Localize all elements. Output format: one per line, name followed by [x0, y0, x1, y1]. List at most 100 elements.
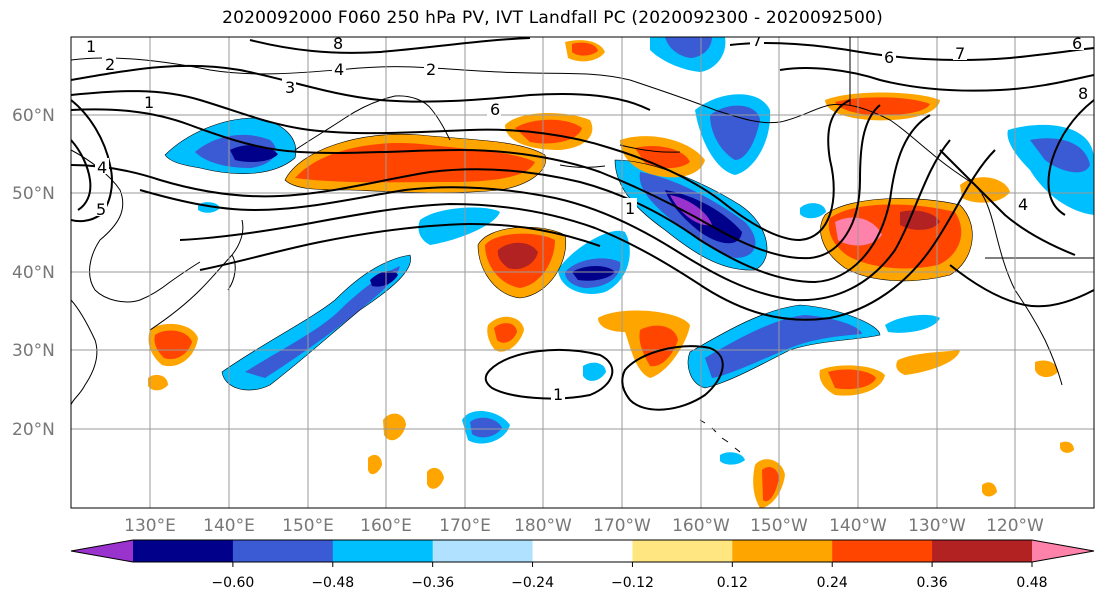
- contour-label: 3: [285, 78, 295, 97]
- positive-anomaly-region: [896, 350, 960, 375]
- negative-anomaly-region: [583, 362, 606, 381]
- colorbar-segment: [832, 540, 933, 562]
- lat-label: 50°N: [12, 184, 55, 204]
- contour-label: 8: [1078, 84, 1088, 103]
- map-frame: [70, 36, 1095, 509]
- contour-label: 7: [752, 31, 762, 50]
- colorbar-segment: [432, 540, 534, 562]
- colorbar-segment: [232, 540, 334, 562]
- negative-anomaly-region: [885, 314, 940, 333]
- colorbar-tick-label: −0.24: [511, 575, 554, 591]
- siberia-coastline: [71, 57, 631, 81]
- colorbar-tick-label: −0.12: [611, 575, 654, 591]
- colorbar-tick-label: 0.48: [1016, 575, 1047, 591]
- positive-anomaly-region: [635, 145, 690, 169]
- positive-anomaly-region: [1035, 360, 1058, 378]
- lon-label: 140°W: [829, 516, 887, 536]
- lon-label: 180°W: [514, 516, 572, 536]
- lon-label: 130°W: [908, 516, 966, 536]
- negative-anomaly-region: [470, 417, 502, 438]
- colorbar-tick-label: −0.48: [311, 575, 354, 591]
- colorbar-tick-label: 0.36: [917, 575, 948, 591]
- contour-label: 1: [86, 37, 96, 56]
- colorbar-segment: [332, 540, 434, 562]
- lat-label: 30°N: [12, 341, 55, 361]
- negative-anomaly-region: [705, 315, 862, 378]
- contour-labels: 1 2 3 4 5 6 7 8 1 2 4 6 1 1 7 6 8 4: [83, 31, 1090, 404]
- positive-anomaly-region: [835, 97, 930, 116]
- colorbar-segment: [932, 540, 1033, 562]
- pv-contours: [71, 37, 1094, 411]
- positive-anomaly-region: [982, 482, 997, 497]
- contour-label: 6: [490, 100, 500, 119]
- lon-label: 170°W: [593, 516, 651, 536]
- positive-anomaly-region: [383, 413, 406, 441]
- canada-border: [849, 37, 1094, 259]
- lon-label: 140°E: [203, 516, 255, 536]
- contour-label: 2: [105, 55, 115, 74]
- lat-label: 40°N: [12, 263, 55, 283]
- colorbar-extend-max: [1032, 540, 1094, 562]
- contour-label: 5: [96, 200, 106, 219]
- latitude-labels: 60°N 50°N 40°N 30°N 20°N: [12, 106, 55, 440]
- longitude-labels: 130°E 140°E 150°E 160°E 170°E 180°W 170°…: [124, 516, 1044, 536]
- lon-label: 150°E: [282, 516, 334, 536]
- negative-anomaly-region: [800, 203, 826, 219]
- contour-label: 4: [1018, 195, 1028, 214]
- colorbar-outline: [70, 539, 1095, 563]
- colorbar: −0.60 −0.48 −0.36 −0.24 −0.12 0.12 0.24 0.36 0.4…: [70, 539, 1095, 591]
- colorbar-extend-min: [71, 540, 133, 562]
- positive-anomaly-region: [497, 242, 538, 270]
- positive-anomaly-region: [368, 454, 382, 475]
- alaska-coastline: [629, 79, 996, 231]
- lon-label: 150°W: [750, 516, 808, 536]
- positive-anomaly-region: [572, 42, 598, 56]
- negative-anomaly-region: [720, 452, 745, 465]
- positive-anomaly-region: [639, 325, 678, 367]
- contour-label: 1: [144, 93, 154, 112]
- graticule: [71, 37, 1094, 508]
- colorbar-segment: [632, 540, 733, 562]
- lon-label: 160°E: [360, 516, 412, 536]
- negative-anomaly-region: [1030, 138, 1090, 173]
- lon-label: 160°W: [672, 516, 730, 536]
- colorbar-segment: [732, 540, 833, 562]
- contour-label: 2: [426, 60, 436, 79]
- negative-anomaly-region: [572, 266, 615, 281]
- lon-label: 120°W: [986, 516, 1044, 536]
- contour-label: 1: [553, 385, 563, 404]
- positive-anomaly-region: [148, 374, 168, 391]
- contour-label: 8: [333, 34, 343, 53]
- positive-anomaly-region: [828, 369, 876, 390]
- colorbar-tick-label: 0.12: [717, 575, 748, 591]
- hawaii-islands: [699, 419, 741, 453]
- colorbar-segment: [133, 540, 234, 562]
- positive-anomaly-region: [762, 466, 779, 502]
- contour-label: 1: [625, 199, 635, 218]
- negative-anomaly-region: [222, 255, 411, 391]
- contour-label: 6: [884, 48, 894, 67]
- negative-anomaly-region: [665, 37, 712, 58]
- lon-label: 170°E: [439, 516, 491, 536]
- negative-anomaly-region: [370, 270, 398, 287]
- colorbar-tick-label: −0.60: [211, 575, 254, 591]
- colorbar-tick-label: −0.36: [411, 575, 454, 591]
- lat-label: 20°N: [12, 420, 55, 440]
- positive-anomaly-region: [427, 467, 444, 489]
- asia-coastline: [71, 149, 201, 406]
- colorbar-tick-label: 0.24: [817, 575, 848, 591]
- north-america-coastline: [994, 229, 1063, 386]
- positive-anomaly-region: [494, 323, 517, 343]
- contour-label: 6: [1072, 34, 1082, 53]
- positive-anomaly-region: [154, 330, 192, 360]
- kamchatka-coastline: [294, 95, 451, 151]
- negative-anomaly-region: [418, 207, 500, 245]
- positive-anomaly-region: [900, 210, 940, 230]
- map-content: 1 2 3 4 5 6 7 8 1 2 4 6 1 1 7 6 8 4: [71, 31, 1094, 508]
- negative-anomaly-region: [230, 145, 278, 162]
- contour-label: 4: [97, 158, 107, 177]
- lon-label: 130°E: [124, 516, 176, 536]
- map-title: 2020092000 F060 250 hPa PV, IVT Landfall…: [222, 8, 883, 28]
